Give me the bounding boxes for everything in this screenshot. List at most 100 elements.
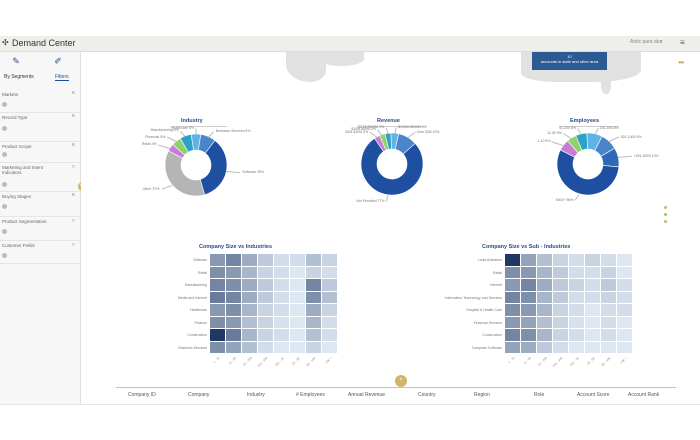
heatmap-cell[interactable] (290, 254, 305, 266)
heatmap-cell[interactable] (274, 304, 289, 316)
heatmap-cell[interactable] (226, 291, 241, 303)
heatmap-cell[interactable] (553, 266, 568, 278)
heatmap-cell[interactable] (258, 291, 273, 303)
heatmap-cell[interactable] (617, 279, 632, 291)
heatmap-cell[interactable] (505, 341, 520, 353)
heatmap-cell[interactable] (505, 266, 520, 278)
heatmap-cell[interactable] (258, 329, 273, 341)
heatmap-cell[interactable] (210, 254, 225, 266)
heatmap-cell[interactable] (601, 341, 616, 353)
heatmap-cell[interactable] (553, 341, 568, 353)
heatmap-cell[interactable] (617, 304, 632, 316)
heatmap-cell[interactable] (521, 254, 536, 266)
heatmap-cell[interactable] (306, 316, 321, 328)
heatmap-cell[interactable] (306, 304, 321, 316)
heatmap-cell[interactable] (274, 279, 289, 291)
heatmap-cell[interactable] (274, 266, 289, 278)
sidebar-item-product-segmentation[interactable]: Product Segmentation ○ (0, 217, 80, 241)
heatmap-cell[interactable] (210, 304, 225, 316)
hamburger-menu-icon[interactable]: ≡ (680, 38, 685, 47)
heatmap-cell[interactable] (537, 329, 552, 341)
heatmap-cell[interactable] (322, 254, 337, 266)
heatmap-cell[interactable] (242, 341, 257, 353)
heatmap-cell[interactable] (553, 304, 568, 316)
info-icon[interactable]: ○ (71, 164, 75, 170)
heatmap-cell[interactable] (569, 304, 584, 316)
heatmap-cell[interactable] (553, 291, 568, 303)
tab-by-segments[interactable]: By Segments (4, 74, 34, 80)
heatmap-cell[interactable] (601, 291, 616, 303)
column-header-region[interactable]: Region (474, 392, 490, 398)
segments-icon[interactable]: ✎ (12, 56, 20, 66)
heatmap-cell[interactable] (537, 266, 552, 278)
heatmap-cell[interactable] (585, 341, 600, 353)
heatmap-cell[interactable] (322, 279, 337, 291)
heatmap-cell[interactable] (585, 304, 600, 316)
chevron-up-icon[interactable]: ˄ (71, 91, 75, 97)
heatmap-cell[interactable] (569, 279, 584, 291)
heatmap-cell[interactable] (274, 291, 289, 303)
heatmap-cell[interactable] (553, 329, 568, 341)
page-dot[interactable] (664, 220, 667, 223)
info-icon[interactable]: ○ (71, 218, 75, 224)
user-selector[interactable]: Antic para dez (630, 39, 662, 45)
column-header-account-rank[interactable]: Account Rank (628, 392, 660, 398)
chevron-down-icon[interactable]: v (660, 39, 663, 45)
heatmap-cell[interactable] (306, 254, 321, 266)
heatmap-cell[interactable] (258, 304, 273, 316)
pie-slice[interactable] (556, 149, 620, 196)
radio-icon[interactable] (2, 182, 7, 187)
heatmap-cell[interactable] (601, 279, 616, 291)
heatmap-cell[interactable] (617, 254, 632, 266)
heatmap-cell[interactable] (505, 304, 520, 316)
heatmap-cell[interactable] (226, 341, 241, 353)
expand-table-button[interactable]: ^ (395, 375, 407, 387)
heatmap-cell[interactable] (290, 341, 305, 353)
heatmap-cell[interactable] (505, 279, 520, 291)
heatmap-cell[interactable] (290, 304, 305, 316)
heatmap-cell[interactable] (505, 254, 520, 266)
heatmap-cell[interactable] (322, 329, 337, 341)
heatmap-cell[interactable] (306, 266, 321, 278)
heatmap-cell[interactable] (505, 329, 520, 341)
heatmap-cell[interactable] (521, 341, 536, 353)
heatmap-cell[interactable] (537, 304, 552, 316)
heatmap-cell[interactable] (537, 316, 552, 328)
heatmap-cell[interactable] (601, 266, 616, 278)
heatmap-cell[interactable] (242, 329, 257, 341)
heatmap-cell[interactable] (226, 254, 241, 266)
heatmap-cell[interactable] (585, 316, 600, 328)
heatmap-cell[interactable] (569, 266, 584, 278)
sidebar-item-customer-fields[interactable]: Customer Fields ○ (0, 241, 80, 264)
column-header-account-score[interactable]: Account Score (577, 392, 610, 398)
page-dot[interactable] (664, 206, 667, 209)
heatmap-cell[interactable] (226, 304, 241, 316)
heatmap-cell[interactable] (306, 291, 321, 303)
pie-slice[interactable] (360, 137, 424, 196)
heatmap-cell[interactable] (585, 254, 600, 266)
heatmap-cell[interactable] (242, 266, 257, 278)
heatmap-cell[interactable] (521, 291, 536, 303)
heatmap-cell[interactable] (258, 254, 273, 266)
heatmap-cell[interactable] (521, 304, 536, 316)
heatmap-cell[interactable] (258, 316, 273, 328)
heatmap-cell[interactable] (258, 266, 273, 278)
info-icon[interactable]: ○ (71, 242, 75, 248)
filters-icon[interactable]: ✐ (54, 56, 62, 66)
chevron-up-icon[interactable]: ˄ (71, 114, 75, 120)
heatmap-cell[interactable] (585, 329, 600, 341)
heatmap-cell[interactable] (585, 266, 600, 278)
heatmap-cell[interactable] (569, 341, 584, 353)
heatmap-cell[interactable] (290, 316, 305, 328)
heatmap-cell[interactable] (601, 316, 616, 328)
column-header-role[interactable]: Role (534, 392, 545, 398)
heatmap-cell[interactable] (569, 291, 584, 303)
heatmap-cell[interactable] (274, 341, 289, 353)
heatmap-cell[interactable] (585, 279, 600, 291)
heatmap-cell[interactable] (322, 304, 337, 316)
heatmap-cell[interactable] (274, 254, 289, 266)
heatmap-cell[interactable] (553, 254, 568, 266)
tab-filters[interactable]: Filters (55, 74, 69, 81)
radio-icon[interactable] (2, 253, 7, 258)
heatmap-cell[interactable] (617, 329, 632, 341)
